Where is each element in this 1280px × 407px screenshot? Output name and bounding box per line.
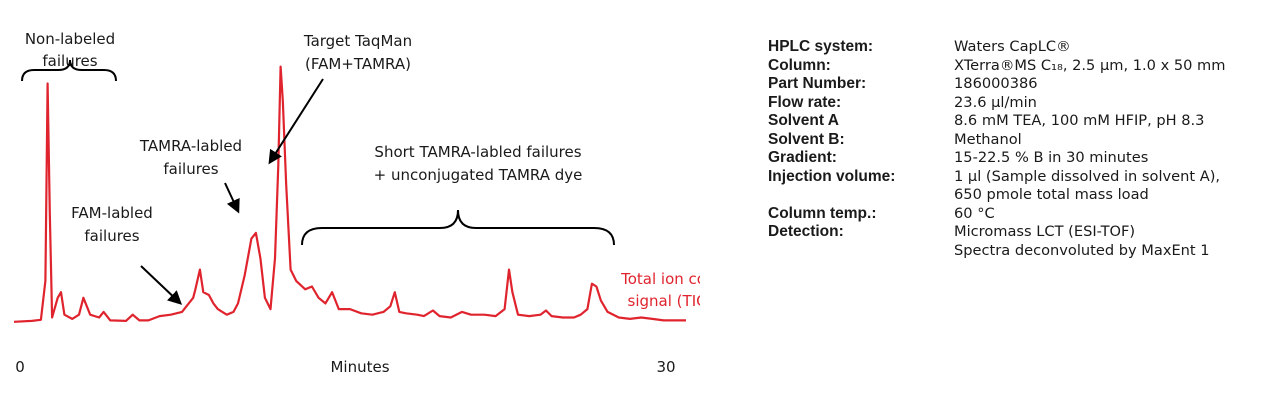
condition-row: Column temp.: 60 °C: [768, 205, 1273, 224]
condition-row: Gradient: 15-22.5 % B in 30 minutes: [768, 149, 1273, 168]
non-labeled-brace: [21, 59, 117, 82]
target-label-line2: (FAM+TAMRA): [305, 55, 411, 73]
target-label-line1: Target TaqMan: [303, 32, 412, 50]
condition-row: Flow rate: 23.6 µl/min: [768, 94, 1273, 113]
condition-value-line: 15-22.5 % B in 30 minutes: [954, 149, 1149, 166]
tamra-arrow: [224, 182, 240, 214]
condition-value: 186000386: [954, 75, 1273, 94]
condition-key: Gradient:: [768, 149, 837, 166]
condition-row: Detection: Micromass LCT (ESI-TOF) Spectra…: [768, 223, 1273, 260]
condition-key: Column temp.:: [768, 204, 877, 222]
condition-row: Injection volume: 1 µl (Sample dissolved …: [768, 168, 1273, 205]
fam-label-line1: FAM-labled: [71, 204, 153, 222]
condition-key: Flow rate:: [768, 93, 842, 111]
condition-value-line: 650 pmole total mass load: [954, 186, 1149, 203]
non-labeled-label-line1: Non-labeled: [25, 30, 115, 48]
hplc-conditions-table: HPLC system: Waters CapLC® Column: XTerra®M…: [768, 38, 1273, 260]
condition-value: XTerra®MS C₁₈, 2.5 µm, 1.0 x 50 mm: [954, 57, 1273, 76]
condition-row: HPLC system: Waters CapLC®: [768, 38, 1273, 57]
condition-value: 15-22.5 % B in 30 minutes: [954, 149, 1273, 168]
condition-key: Detection:: [768, 223, 844, 240]
condition-value-line: 8.6 mM TEA, 100 mM HFIP, pH 8.3: [954, 112, 1205, 129]
condition-value: 23.6 µl/min: [954, 94, 1273, 113]
condition-value-line: 186000386: [954, 75, 1038, 92]
tic-legend-label-line1: Total ion count: [620, 270, 700, 288]
condition-value-line: 1 µl (Sample dissolved in solvent A),: [954, 167, 1221, 185]
condition-value: Waters CapLC®: [954, 38, 1273, 57]
condition-key: Solvent B:: [768, 130, 845, 148]
tamra-label-line1: TAMRA-labled: [139, 137, 242, 155]
target-arrow: [268, 78, 324, 165]
condition-value-line: Methanol: [954, 130, 1022, 148]
condition-row: Solvent B: Methanol: [768, 131, 1273, 150]
condition-value: 8.6 mM TEA, 100 mM HFIP, pH 8.3: [954, 112, 1273, 131]
fam-label-line2: failures: [84, 227, 139, 245]
x-axis-label: Minutes: [330, 358, 389, 376]
condition-row: Solvent A 8.6 mM TEA, 100 mM HFIP, pH 8.3: [768, 112, 1273, 131]
condition-row: Part Number: 186000386: [768, 75, 1273, 94]
condition-value: 1 µl (Sample dissolved in solvent A), 650…: [954, 168, 1273, 205]
condition-value-line: XTerra®MS C₁₈, 2.5 µm, 1.0 x 50 mm: [954, 56, 1226, 74]
x-tick-label-end: 30: [656, 358, 675, 376]
condition-value-line: Waters CapLC®: [954, 38, 1071, 55]
condition-value: 60 °C: [954, 205, 1273, 224]
short-tamra-brace: [301, 209, 615, 246]
condition-row: Column: XTerra®MS C₁₈, 2.5 µm, 1.0 x 50 m…: [768, 57, 1273, 76]
condition-value-line: Micromass LCT (ESI-TOF): [954, 223, 1136, 240]
condition-value: Methanol: [954, 131, 1273, 150]
tic-series-line: [13, 65, 686, 323]
condition-value-line: 60 °C: [954, 204, 995, 222]
condition-value-line: 23.6 µl/min: [954, 93, 1037, 111]
fam-arrow: [140, 265, 183, 305]
chromatogram-chart: Non-labeled failures FAM-labled failures…: [13, 30, 700, 376]
condition-key: HPLC system:: [768, 38, 874, 55]
condition-key: Solvent A: [768, 112, 839, 129]
short-tamra-label-line2: + unconjugated TAMRA dye: [374, 166, 583, 184]
x-tick-label-start: 0: [15, 358, 25, 376]
condition-key: Part Number:: [768, 75, 867, 92]
condition-key: Column:: [768, 56, 831, 74]
condition-key: Injection volume:: [768, 167, 896, 185]
condition-value: Micromass LCT (ESI-TOF) Spectra deconvolu…: [954, 223, 1273, 260]
tamra-label-line2: failures: [163, 160, 218, 178]
tic-legend-label-line2: signal (TIC): [628, 292, 700, 310]
short-tamra-label-line1: Short TAMRA-labled failures: [374, 143, 581, 161]
condition-value-line: Spectra deconvoluted by MaxEnt 1: [954, 241, 1210, 259]
